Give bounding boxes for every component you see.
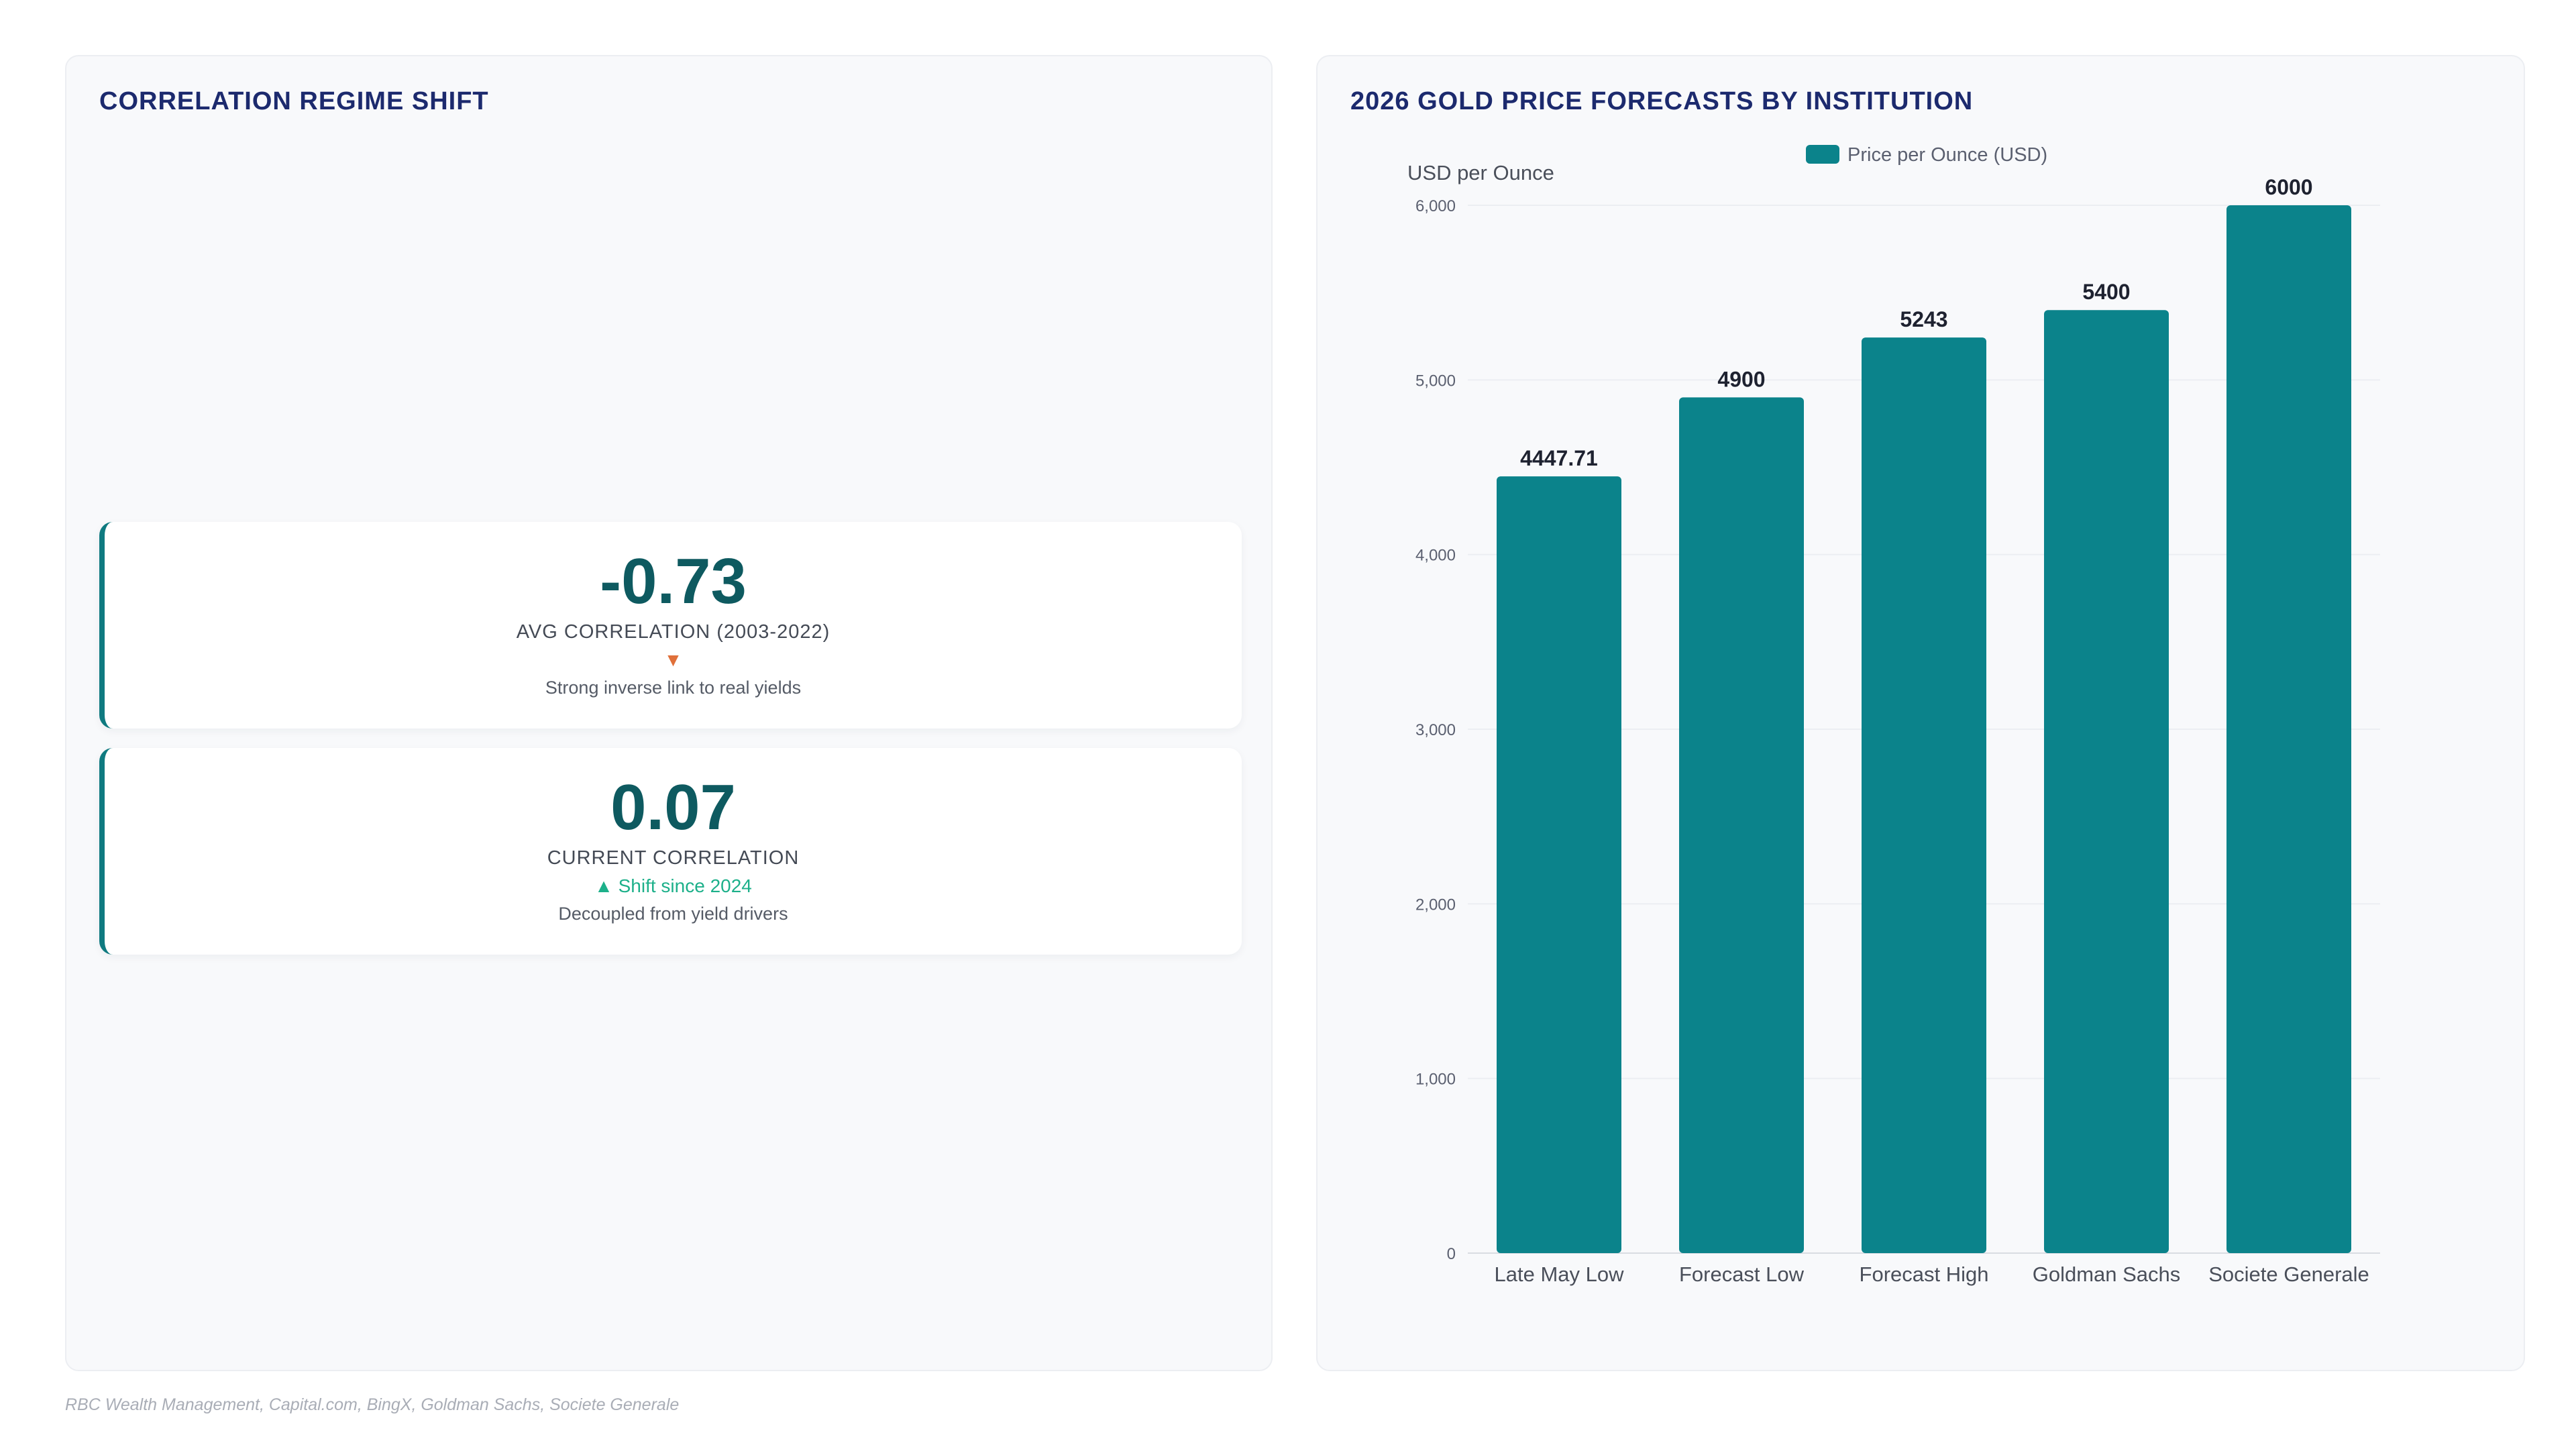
data-label: 5400	[2082, 280, 2130, 304]
y-axis-label: USD per Ounce	[1407, 161, 1554, 184]
chart-title: 2026 GOLD PRICE FORECASTS BY INSTITUTION	[1350, 87, 1974, 115]
y-tick-label: 2,000	[1415, 896, 1456, 914]
y-tick-label: 4,000	[1415, 547, 1456, 565]
kpi-card-avg-correlation: -0.73 AVG CORRELATION (2003-2022) ▼ Stro…	[99, 522, 1242, 729]
x-tick-label: Forecast High	[1860, 1263, 1989, 1286]
trend-down-indicator: ▼	[663, 649, 683, 670]
forecast-chart-panel: 2026 GOLD PRICE FORECASTS BY INSTITUTION…	[1316, 55, 2525, 1371]
kpi-note: Decoupled from yield drivers	[558, 904, 788, 924]
kpi-label: CURRENT CORRELATION	[547, 847, 800, 869]
bar	[2044, 310, 2169, 1254]
x-tick-label: Late May Low	[1495, 1263, 1625, 1286]
data-label: 4447.71	[1520, 446, 1598, 470]
legend-swatch	[1806, 145, 1839, 164]
correlation-panel-title: CORRELATION REGIME SHIFT	[99, 87, 489, 115]
data-label: 5243	[1900, 307, 1947, 331]
kpi-note: Strong inverse link to real yields	[545, 678, 802, 698]
bar-chart: 0 1,000 2,000 3,000 4,000 5,000 6,000 USD per O…	[1407, 144, 2380, 1286]
x-tick-label: Societe Generale	[2208, 1263, 2369, 1286]
x-tick-label: Goldman Sachs	[2033, 1263, 2181, 1286]
y-tick-label: 5,000	[1415, 372, 1456, 390]
y-tick-label: 1,000	[1415, 1071, 1456, 1089]
kpi-value: -0.73	[600, 545, 747, 617]
source-note: RBC Wealth Management, Capital.com, Bing…	[65, 1395, 680, 1414]
y-tick-label: 6,000	[1415, 197, 1456, 215]
trend-up-indicator: ▲ Shift since 2024	[594, 875, 752, 896]
bar	[2226, 205, 2351, 1253]
y-tick-label: 3,000	[1415, 721, 1456, 739]
kpi-label: AVG CORRELATION (2003-2022)	[516, 621, 830, 643]
bar	[1497, 476, 1621, 1254]
data-label: 4900	[1717, 367, 1765, 391]
bar	[1862, 337, 1986, 1254]
kpi-value: 0.07	[610, 771, 736, 843]
data-label: 6000	[2265, 175, 2312, 199]
legend-label: Price per Ounce (USD)	[1847, 144, 2047, 166]
y-tick-label: 0	[1447, 1245, 1456, 1263]
correlation-panel: CORRELATION REGIME SHIFT -0.73 AVG CORRE…	[65, 55, 1273, 1371]
x-tick-label: Forecast Low	[1679, 1263, 1805, 1286]
bar	[1679, 397, 1804, 1253]
kpi-card-current-correlation: 0.07 CURRENT CORRELATION ▲ Shift since 2…	[99, 748, 1242, 955]
